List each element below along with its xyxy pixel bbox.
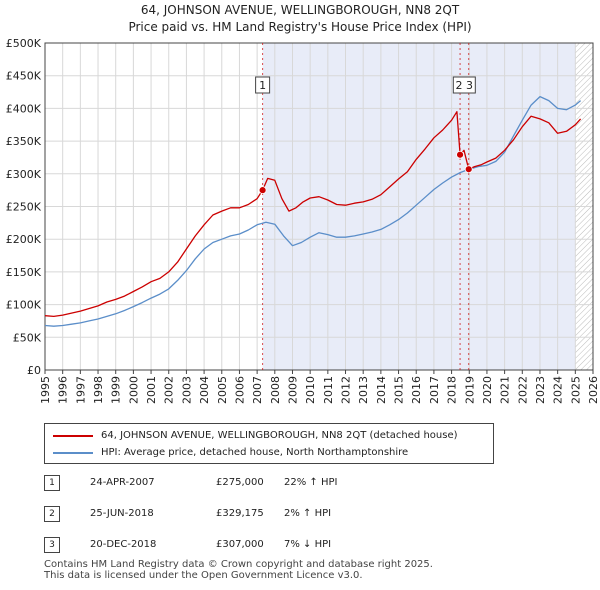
x-tick-label: 2014: [375, 376, 388, 404]
sale-hpi-diff: 2% ↑ HPI: [284, 508, 332, 519]
x-tick-label: 2026: [587, 376, 600, 404]
x-tick-label: 2015: [393, 376, 406, 404]
y-tick-label: £100K: [6, 299, 42, 312]
footer-licence: This data is licensed under the Open Gov…: [44, 570, 363, 581]
footer-copyright: Contains HM Land Registry data © Crown c…: [44, 559, 433, 570]
x-tick-label: 2012: [340, 376, 353, 404]
y-tick-label: £300K: [6, 168, 42, 181]
hpi-series-line: [44, 95, 582, 327]
sale-row-1: 1 24-APR-2007 £275,000 22% ↑ HPI: [0, 474, 600, 492]
x-tick-label: 1999: [110, 376, 123, 404]
x-tick-label: 2013: [357, 376, 370, 404]
x-tick-label: 2022: [516, 376, 529, 404]
sale-point: [258, 186, 267, 195]
x-tick-label: 2024: [552, 376, 565, 404]
y-tick-label: £350K: [6, 135, 42, 148]
price-chart: 64, JOHNSON AVENUE, WELLINGBOROUGH, NN8 …: [6, 3, 600, 404]
x-tick-label: 1995: [39, 376, 52, 404]
sale-marker-box: [452, 76, 476, 94]
property-series-line: [44, 111, 582, 318]
sale-hpi-diff: 22% ↑ HPI: [284, 477, 338, 488]
y-tick-label: £150K: [6, 266, 42, 279]
sale-point: [464, 165, 473, 174]
sale-price: £307,000: [216, 539, 264, 550]
legend-swatch-property: [53, 435, 93, 437]
legend-label-hpi: HPI: Average price, detached house, Nort…: [101, 447, 409, 458]
x-tick-label: 2000: [127, 376, 140, 404]
footer: Contains HM Land Registry data © Crown c…: [44, 559, 433, 581]
chart-subtitle: Price paid vs. HM Land Registry's House …: [128, 20, 471, 34]
x-tick-label: 2009: [286, 376, 299, 404]
legend: 64, JOHNSON AVENUE, WELLINGBOROUGH, NN8 …: [44, 423, 494, 464]
sale-price: £275,000: [216, 477, 264, 488]
sale-number: 2: [44, 506, 60, 522]
sale-price: £329,175: [216, 508, 264, 519]
x-tick-label: 2025: [569, 376, 582, 404]
x-tick-label: 2007: [251, 376, 264, 404]
x-tick-label: 2008: [269, 376, 282, 404]
x-tick-label: 2003: [180, 376, 193, 404]
x-tick-label: 1996: [57, 376, 70, 404]
y-tick-label: £50K: [13, 331, 42, 344]
sale-point: [456, 150, 464, 159]
y-tick-label: £450K: [6, 70, 42, 83]
sale-number: 3: [44, 537, 60, 553]
x-tick-label: 2017: [428, 376, 441, 404]
x-tick-label: 1997: [74, 376, 87, 404]
y-tick-label: £200K: [6, 233, 42, 246]
sale-date: 20-DEC-2018: [90, 539, 157, 550]
x-tick-label: 2002: [163, 376, 176, 404]
y-tick-label: £400K: [6, 102, 42, 115]
sale-hpi-diff: 7% ↓ HPI: [284, 539, 332, 550]
legend-label-property: 64, JOHNSON AVENUE, WELLINGBOROUGH, NN8 …: [101, 430, 458, 441]
sale-row-3: 3 20-DEC-2018 £307,000 7% ↓ HPI: [0, 536, 600, 554]
x-tick-label: 2010: [304, 376, 317, 404]
plot-frame: [44, 42, 594, 371]
x-tick-label: 2004: [198, 376, 211, 404]
sale-marker-label: 2 3: [456, 79, 474, 92]
x-tick-label: 2016: [410, 376, 423, 404]
sale-number: 1: [44, 475, 60, 491]
legend-swatch-hpi: [53, 452, 93, 454]
x-tick-label: 2011: [322, 376, 335, 404]
chart-title: 64, JOHNSON AVENUE, WELLINGBOROUGH, NN8 …: [141, 3, 460, 17]
sale-row-2: 2 25-JUN-2018 £329,175 2% ↑ HPI: [0, 505, 600, 523]
sale-date: 24-APR-2007: [90, 477, 155, 488]
y-tick-label: £0: [27, 364, 41, 377]
x-tick-label: 2021: [499, 376, 512, 404]
y-tick-label: £250K: [6, 201, 42, 214]
x-tick-label: 2018: [446, 376, 459, 404]
x-tick-label: 1998: [92, 376, 105, 404]
x-tick-label: 2005: [216, 376, 229, 404]
sale-marker-label: 1: [259, 79, 266, 92]
sale-date: 25-JUN-2018: [90, 508, 154, 519]
x-tick-label: 2023: [534, 376, 547, 404]
x-tick-label: 2001: [145, 376, 158, 404]
sale-marker-box: [255, 76, 271, 94]
x-tick-label: 2006: [233, 376, 246, 404]
x-tick-label: 2020: [481, 376, 494, 404]
x-tick-label: 2019: [463, 376, 476, 404]
y-tick-label: £500K: [6, 37, 42, 50]
